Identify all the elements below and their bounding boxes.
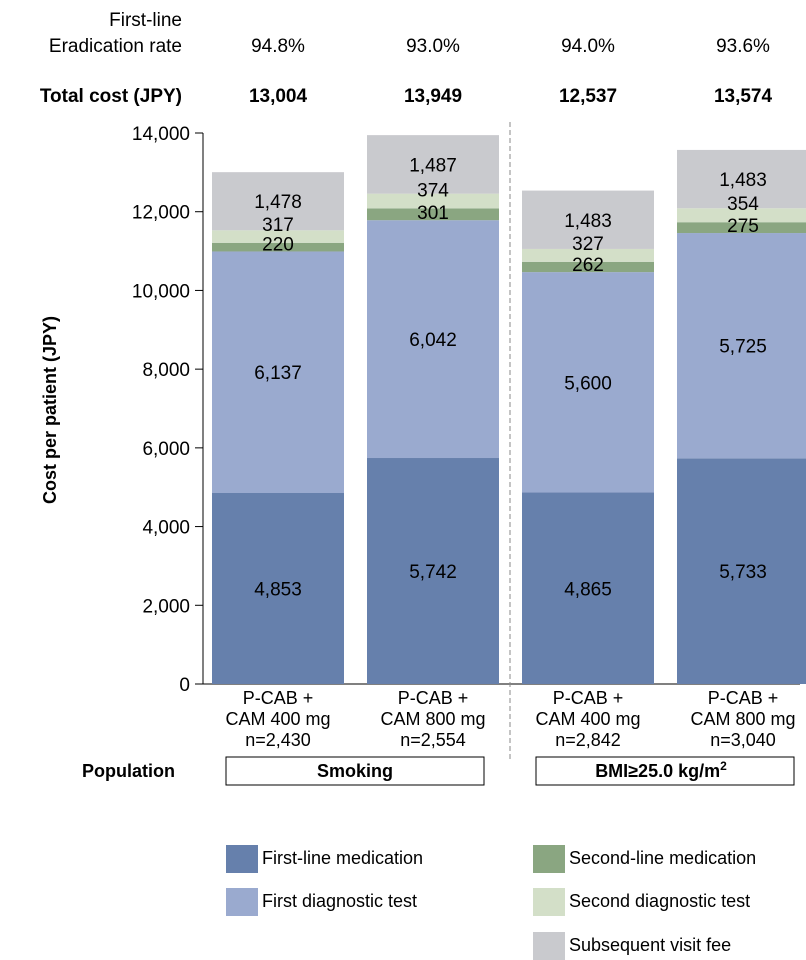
data-label: 301 xyxy=(417,203,449,224)
group-box-smoking xyxy=(225,756,485,786)
legend-subsequent-visit-fee-swatch xyxy=(533,932,565,960)
bar-segment-first-line-medication xyxy=(677,458,806,684)
data-label: 4,853 xyxy=(254,579,302,600)
bar-segment-first-line-medication xyxy=(367,458,499,684)
eradication-rate-value: 93.0% xyxy=(406,36,460,57)
data-label: 1,483 xyxy=(564,211,612,232)
y-axis: 0 2,000 4,000 6,000 8,000 10,000 12,000 14,000 xyxy=(132,124,800,696)
population-label: Population xyxy=(82,761,175,781)
category-label: CAM 800 mg xyxy=(380,709,485,729)
legend-first-diagnostic-test-swatch xyxy=(226,888,258,916)
total-cost-value: 13,574 xyxy=(714,86,773,107)
y-tick-label: 14,000 xyxy=(132,124,190,145)
legend-second-line-medication-swatch xyxy=(533,845,565,873)
bar-segment-second-line-medication xyxy=(367,208,499,221)
category-label: P-CAB + xyxy=(553,688,624,708)
bar-segment-second-diagnostic-test xyxy=(677,208,806,223)
category-label: n=2,842 xyxy=(555,730,621,750)
total-cost-label: Total cost (JPY) xyxy=(40,86,182,107)
data-label: 354 xyxy=(727,194,759,215)
category-label: CAM 800 mg xyxy=(690,709,795,729)
data-label: 327 xyxy=(572,234,604,255)
bar-segment-second-line-medication xyxy=(212,242,344,252)
bar-segment-subsequent-visit-fee xyxy=(677,149,806,209)
data-label: 275 xyxy=(727,216,759,237)
bar-segment-first-diagnostic-test xyxy=(212,251,344,493)
bar-segment-subsequent-visit-fee xyxy=(367,135,499,194)
data-label: 1,478 xyxy=(254,192,302,213)
group-label-smoking: Smoking xyxy=(317,761,393,781)
y-tick-label: 8,000 xyxy=(142,360,190,381)
bar-segment-subsequent-visit-fee xyxy=(212,172,344,231)
data-label: 317 xyxy=(262,215,294,236)
eradication-label-line1: First-line xyxy=(109,10,182,31)
bar-segment-first-diagnostic-test xyxy=(677,233,806,459)
total-cost-value: 12,537 xyxy=(559,86,617,107)
bar-segment-second-line-medication xyxy=(522,261,654,273)
y-tick-label: 0 xyxy=(179,675,190,696)
y-axis-label: Cost per patient (JPY) xyxy=(40,316,60,504)
category-label: n=2,430 xyxy=(245,730,311,750)
bar-segment-subsequent-visit-fee xyxy=(522,190,654,249)
category-label: CAM 400 mg xyxy=(535,709,640,729)
category-label: n=3,040 xyxy=(710,730,776,750)
data-label: 1,487 xyxy=(409,155,457,176)
bar-segment-first-line-medication xyxy=(522,492,654,684)
legend-second-diagnostic-test-swatch xyxy=(533,888,565,916)
data-label: 5,600 xyxy=(564,373,612,394)
data-label: 5,733 xyxy=(719,562,767,583)
eradication-rate-value: 94.0% xyxy=(561,36,615,57)
bar-segment-first-diagnostic-test xyxy=(367,220,499,459)
category-label: CAM 400 mg xyxy=(225,709,330,729)
data-label: 5,725 xyxy=(719,337,767,358)
bar-segment-second-line-medication xyxy=(677,222,806,234)
category-label: P-CAB + xyxy=(708,688,779,708)
legend-subsequent-visit-fee-label: Subsequent visit fee xyxy=(569,935,731,955)
eradication-rate-value: 94.8% xyxy=(251,36,305,57)
header-values: 94.8% 93.0% 94.0% 93.6% 13,004 13,949 12,537 13… xyxy=(249,36,773,107)
bar-segment-first-line-medication xyxy=(212,492,344,684)
data-label: 6,137 xyxy=(254,363,302,384)
legend-first-line-medication-label: First-line medication xyxy=(262,848,423,868)
eradication-rate-value: 93.6% xyxy=(716,36,770,57)
y-tick-label: 12,000 xyxy=(132,203,190,224)
group-label-bmi: BMI≥25.0 kg/m2 xyxy=(595,759,727,781)
data-label: 262 xyxy=(572,255,604,276)
legend-first-diagnostic-test-label: First diagnostic test xyxy=(262,891,417,911)
data-label: 1,483 xyxy=(719,170,767,191)
group-box-bmi xyxy=(535,756,795,786)
total-cost-value: 13,004 xyxy=(249,86,308,107)
eradication-label-line2: Eradication rate xyxy=(49,36,182,57)
bar-segment-second-diagnostic-test xyxy=(522,248,654,262)
data-label: 6,042 xyxy=(409,330,457,351)
legend-second-line-medication-label: Second-line medication xyxy=(569,848,756,868)
y-tick-label: 2,000 xyxy=(142,596,190,617)
data-label: 5,742 xyxy=(409,562,457,583)
category-label: P-CAB + xyxy=(243,688,314,708)
group-label-bmi-main: BMI≥25.0 kg/m xyxy=(595,761,720,781)
legend-second-diagnostic-test-label: Second diagnostic test xyxy=(569,891,750,911)
data-label: 374 xyxy=(417,180,449,201)
legend-first-line-medication-swatch xyxy=(226,845,258,873)
bar-segment-first-diagnostic-test xyxy=(522,272,654,493)
bar-segment-second-diagnostic-test xyxy=(212,230,344,243)
y-tick-label: 10,000 xyxy=(132,281,190,302)
category-label: n=2,554 xyxy=(400,730,466,750)
y-tick-label: 4,000 xyxy=(142,518,190,539)
y-tick-label: 6,000 xyxy=(142,439,190,460)
group-label-bmi-sup: 2 xyxy=(720,759,727,773)
category-label: P-CAB + xyxy=(398,688,469,708)
bar-segment-second-diagnostic-test xyxy=(367,193,499,209)
data-label: 220 xyxy=(262,234,294,255)
legend: First-line medication First diagnostic te… xyxy=(226,845,756,960)
total-cost-value: 13,949 xyxy=(404,86,462,107)
data-label: 4,865 xyxy=(564,579,612,600)
